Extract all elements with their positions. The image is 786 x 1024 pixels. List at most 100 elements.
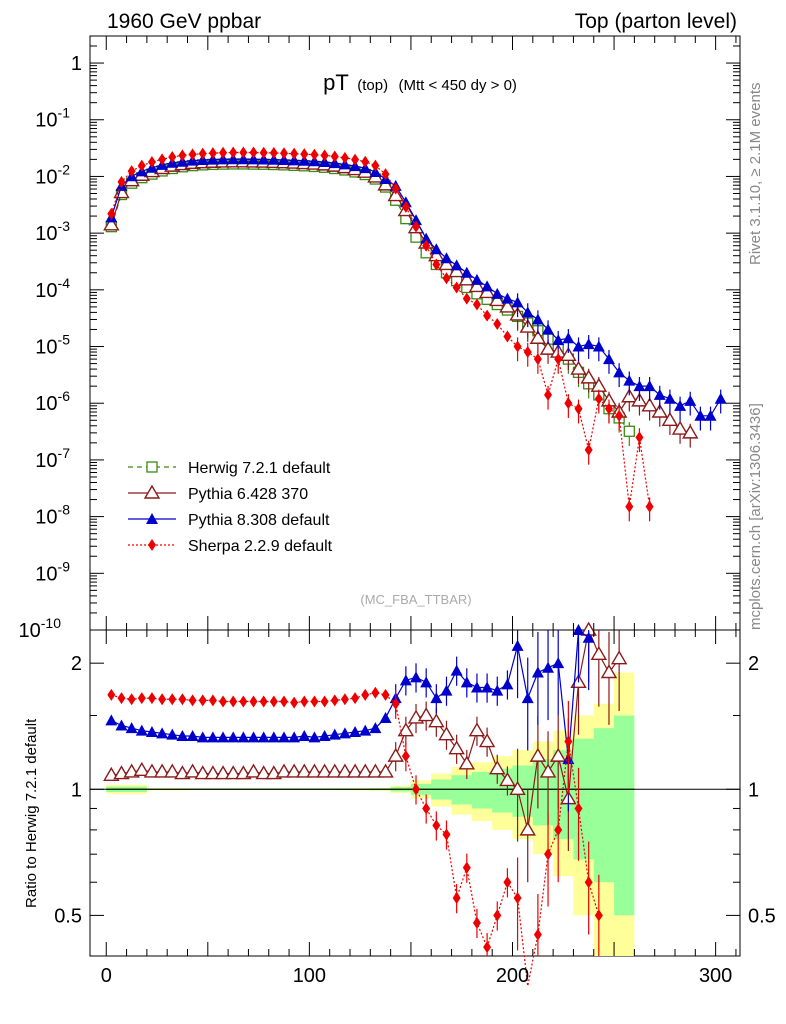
ratio-point	[204, 765, 222, 780]
ratio-point	[285, 763, 303, 778]
ratio-y-tick-label-right: 2	[748, 653, 759, 675]
main-series-layer	[103, 146, 727, 522]
main-point	[438, 256, 455, 271]
ratio-point	[420, 676, 433, 688]
x-tick-label: 300	[699, 965, 732, 987]
ratio-point	[229, 695, 238, 708]
ratio-point	[600, 664, 618, 679]
main-point	[604, 402, 613, 415]
ratio-point	[219, 695, 228, 708]
ratio-point	[440, 684, 453, 696]
ratio-point	[452, 892, 461, 905]
main-point	[493, 317, 502, 330]
main-point	[351, 153, 360, 166]
main-point	[279, 147, 288, 160]
ratio-point	[478, 733, 496, 748]
main-point	[560, 346, 577, 362]
ratio-point	[410, 671, 423, 683]
ratio-point	[412, 783, 421, 796]
ratio-point	[277, 731, 290, 743]
main-point	[552, 334, 565, 346]
ratio-y-tick-label-right: 0.5	[748, 905, 776, 927]
ratio-y-tick-label-right: 1	[748, 779, 759, 801]
main-point	[300, 148, 309, 161]
main-point	[521, 306, 534, 318]
ratio-point	[208, 694, 217, 707]
ratio-point	[206, 731, 219, 743]
ratio-sherpa-2-2-9-default	[107, 686, 603, 987]
main-point	[554, 353, 563, 366]
main-point	[340, 151, 349, 164]
ratio-ylabel: Ratio to Herwig 7.2.1 default	[23, 718, 40, 908]
ratio-point	[430, 692, 443, 704]
main-point	[542, 323, 555, 335]
ratio-point	[147, 692, 156, 705]
mcplots-label: mcplots.cern.ch [arXiv:1306.3436]	[747, 403, 764, 630]
x-tick-label: 200	[496, 965, 529, 987]
main-point	[310, 148, 319, 161]
ratio-point	[224, 765, 242, 780]
main-y-tick-label: 10-9	[35, 558, 70, 585]
ratio-point	[594, 909, 603, 922]
main-y-tick-label: 10-8	[35, 502, 70, 529]
main-point	[158, 153, 167, 166]
main-point	[468, 277, 486, 293]
main-point	[625, 500, 634, 513]
ratio-point	[330, 694, 339, 707]
ratio-point	[458, 755, 476, 770]
main-point	[714, 392, 727, 404]
main-point	[227, 153, 240, 165]
ratio-point	[328, 728, 341, 740]
legend-label: Herwig 7.2.1 default	[188, 460, 331, 477]
ratio-plot-frame	[89, 629, 741, 957]
main-point	[694, 409, 707, 421]
ratio-point	[340, 693, 349, 706]
ratio-point	[381, 688, 390, 701]
ratio-point	[371, 686, 380, 699]
ratio-point	[214, 765, 232, 780]
main-point	[684, 394, 697, 406]
main-point	[592, 340, 605, 352]
ratio-point	[460, 676, 473, 688]
main-point	[298, 154, 311, 166]
main-point	[422, 239, 431, 252]
ratio-point	[513, 892, 522, 905]
ratio-point	[554, 823, 563, 836]
main-y-tick-label: 10-10	[19, 615, 62, 642]
ratio-pythia-8-308-default	[105, 624, 595, 812]
ratio-point	[359, 724, 372, 736]
ratio-y-tick-label: 1	[71, 779, 82, 801]
ratio-point	[572, 624, 585, 635]
main-y-tick-label: 1	[71, 53, 82, 75]
legend-label: Sherpa 2.2.9 default	[188, 538, 333, 555]
ratio-y-tick-label: 0.5	[54, 905, 82, 927]
ratio-uncertainty-band-green	[106, 715, 635, 916]
main-point	[320, 149, 329, 162]
ratio-point	[533, 928, 542, 941]
main-point	[219, 146, 228, 159]
ratio-point	[117, 692, 126, 705]
ratio-point	[237, 731, 250, 743]
main-point	[623, 425, 635, 437]
legend: Herwig 7.2.1 default Pythia 6.428 370 Pyth…	[128, 460, 333, 555]
main-point	[178, 149, 187, 162]
ratio-point	[539, 763, 557, 778]
legend-item-pythia-6-428-370: Pythia 6.428 370	[128, 484, 308, 503]
ratio-point	[184, 763, 201, 778]
ratio-point	[257, 731, 270, 743]
ratio-point	[544, 848, 553, 861]
ratio-point	[462, 861, 471, 874]
legend-label: Pythia 6.428 370	[188, 486, 308, 503]
plot-title-sub: (top)	[357, 77, 388, 94]
rivet-label: Rivet 3.1.10, ≥ 2.1M events	[747, 83, 764, 266]
ratio-point	[493, 909, 502, 922]
ratio-axis-ticks: 0.5 0.5 1 1 2 2 0 100 200 300	[54, 630, 776, 987]
main-point	[531, 313, 544, 325]
main-point	[229, 146, 238, 159]
main-point	[412, 220, 421, 233]
main-point	[633, 380, 646, 392]
ratio-point	[288, 731, 301, 743]
main-point	[391, 182, 400, 195]
ratio-point	[481, 681, 494, 693]
